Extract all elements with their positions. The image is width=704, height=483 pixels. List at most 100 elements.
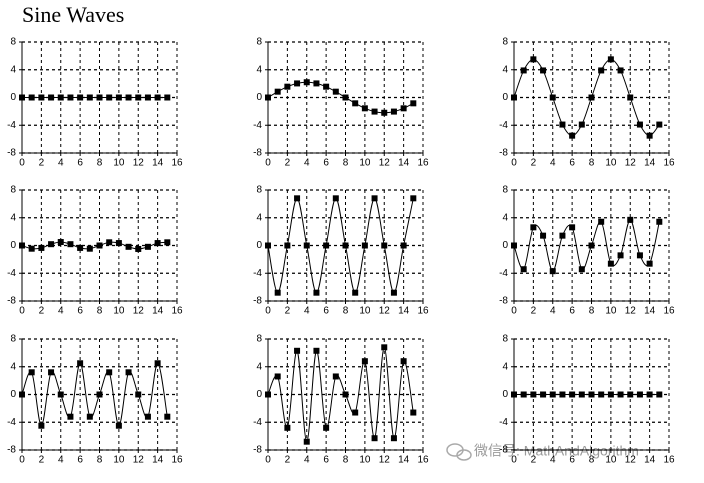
y-tick-label: -8 xyxy=(7,296,16,307)
sample-marker xyxy=(332,88,339,95)
sample-marker xyxy=(144,413,151,420)
sample-marker xyxy=(352,289,359,296)
y-tick-label: -8 xyxy=(499,445,508,456)
sample-marker xyxy=(77,360,84,367)
sample-marker xyxy=(284,83,291,90)
y-tick-label: -4 xyxy=(253,417,262,428)
sample-marker xyxy=(627,391,634,398)
sample-marker xyxy=(313,289,320,296)
sample-marker xyxy=(323,424,330,431)
x-tick-label: 6 xyxy=(77,455,83,466)
sample-marker xyxy=(361,105,368,112)
sample-marker xyxy=(57,94,64,101)
x-tick-label: 2 xyxy=(285,306,291,317)
sample-marker xyxy=(598,67,605,74)
x-tick-label: 2 xyxy=(531,158,537,169)
sample-marker xyxy=(303,438,310,445)
y-tick-label: 8 xyxy=(502,185,508,196)
sample-marker xyxy=(371,108,378,115)
y-tick-label: -4 xyxy=(253,268,262,279)
x-tick-label: 14 xyxy=(398,158,410,169)
x-tick-label: 16 xyxy=(171,306,183,317)
sample-marker xyxy=(352,100,359,107)
x-tick-label: 14 xyxy=(644,306,656,317)
sample-marker xyxy=(144,94,151,101)
sample-marker xyxy=(28,369,35,376)
sample-marker xyxy=(67,241,74,248)
sample-marker xyxy=(598,218,605,225)
sample-marker xyxy=(154,240,161,247)
sample-marker xyxy=(540,67,547,74)
x-tick-label: 16 xyxy=(171,158,183,169)
x-tick-label: 2 xyxy=(285,455,291,466)
sample-marker xyxy=(115,422,122,429)
sample-marker xyxy=(617,391,624,398)
x-tick-label: 10 xyxy=(605,158,617,169)
sample-marker xyxy=(38,94,45,101)
sample-marker xyxy=(265,94,271,101)
sample-marker xyxy=(135,391,142,398)
sample-marker xyxy=(115,240,122,247)
sample-marker xyxy=(381,344,388,351)
x-tick-label: 6 xyxy=(569,306,575,317)
x-tick-label: 6 xyxy=(77,158,83,169)
sample-marker xyxy=(646,132,653,139)
x-tick-label: 2 xyxy=(39,306,45,317)
x-tick-label: 6 xyxy=(77,306,83,317)
subplot: 0 2 4 6 8 10 12 14 16 -8 -4 0 4 8 xyxy=(499,334,675,466)
y-tick-label: 8 xyxy=(10,185,16,196)
y-tick-label: 8 xyxy=(256,37,262,48)
x-tick-label: 6 xyxy=(323,455,329,466)
subplot: 0 2 4 6 8 10 12 14 16 -8 -4 0 4 8 xyxy=(7,185,183,317)
y-tick-label: 8 xyxy=(502,37,508,48)
sample-marker xyxy=(323,242,330,249)
sample-marker xyxy=(511,242,517,249)
sample-marker xyxy=(607,391,614,398)
sample-marker xyxy=(342,94,349,101)
sample-marker xyxy=(569,391,576,398)
sample-marker xyxy=(540,232,547,239)
sample-marker xyxy=(400,242,407,249)
sample-marker xyxy=(125,369,132,376)
y-tick-label: -8 xyxy=(253,296,262,307)
x-tick-label: 16 xyxy=(417,158,429,169)
x-tick-label: 8 xyxy=(589,455,595,466)
sample-marker xyxy=(77,244,84,251)
sample-marker xyxy=(520,67,527,74)
sample-marker xyxy=(265,242,271,249)
x-tick-label: 0 xyxy=(511,158,517,169)
sample-marker xyxy=(48,241,55,248)
sample-marker xyxy=(410,100,417,107)
sample-marker xyxy=(274,88,281,95)
sine-curve xyxy=(21,241,168,250)
sample-marker xyxy=(361,242,368,249)
sample-marker xyxy=(332,373,339,380)
y-tick-label: -4 xyxy=(499,120,508,131)
subplot: 0 2 4 6 8 10 12 14 16 -8 -4 0 4 8 xyxy=(7,334,183,466)
x-tick-label: 4 xyxy=(58,306,64,317)
y-tick-label: 0 xyxy=(256,240,262,251)
y-tick-label: 4 xyxy=(10,212,16,223)
sample-marker xyxy=(274,289,281,296)
sample-marker xyxy=(607,260,614,267)
sample-marker xyxy=(390,435,397,442)
sample-marker xyxy=(656,391,663,398)
y-tick-label: -8 xyxy=(253,445,262,456)
x-tick-label: 8 xyxy=(97,158,103,169)
sine-curve xyxy=(513,219,660,272)
sample-marker xyxy=(520,266,527,273)
sample-marker xyxy=(511,94,517,101)
x-tick-label: 0 xyxy=(511,306,517,317)
y-tick-label: -4 xyxy=(253,120,262,131)
sample-marker xyxy=(636,121,643,128)
sample-marker xyxy=(646,260,653,267)
y-tick-label: 0 xyxy=(502,92,508,103)
x-tick-label: 10 xyxy=(113,455,125,466)
sample-marker xyxy=(48,369,55,376)
sample-marker xyxy=(86,245,93,252)
sine-curve xyxy=(267,346,414,443)
sample-marker xyxy=(607,56,614,63)
x-tick-label: 8 xyxy=(343,306,349,317)
sample-marker xyxy=(323,83,330,90)
